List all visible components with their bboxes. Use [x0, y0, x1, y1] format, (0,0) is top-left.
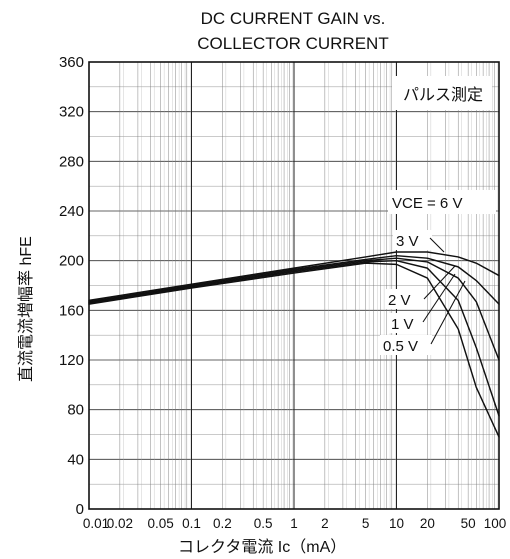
series-label-background: [388, 313, 427, 333]
series-label-background: [380, 335, 432, 355]
y-tick-label: 160: [59, 302, 84, 319]
x-tick-label: 0.2: [213, 516, 232, 531]
grid: [88, 61, 500, 510]
x-tick-label: 100: [484, 516, 507, 531]
series-label-leader-line: [422, 273, 456, 323]
x-tick-label: 0.02: [107, 516, 133, 531]
x-tick-label: 20: [420, 516, 435, 531]
x-tick-label: 0.5: [254, 516, 273, 531]
x-tick-label: 50: [461, 516, 476, 531]
series-line-3-V: [88, 254, 500, 305]
pulse-measurement-label: パルス測定: [403, 86, 483, 104]
series-label-0.5-V: 0.5 V: [383, 338, 418, 355]
x-tick-label: 5: [362, 516, 370, 531]
y-tick-label: 280: [59, 153, 84, 170]
x-ticks: 0.010.02 0.05 0.1 0.2 0.5 1 2 5 10 20 50 100: [83, 516, 506, 531]
series-label-leader-line: [430, 280, 466, 345]
series-label-3-V: 3 V: [396, 233, 419, 250]
series-label-2-V: 2 V: [388, 292, 411, 309]
x-tick-label: 0.1: [182, 516, 201, 531]
series-label-leader-line: [423, 265, 456, 300]
series-lines: [88, 251, 500, 438]
y-tick-label: 80: [67, 402, 84, 419]
y-tick-label: 40: [67, 451, 84, 468]
series-label-background: [385, 289, 424, 309]
y-tick-label: 0: [76, 501, 84, 518]
series-label-background: [393, 230, 432, 250]
legend-prefix-label: VCE = 6 V: [392, 195, 462, 212]
y-tick-label: 240: [59, 203, 84, 220]
x-tick-label: 10: [389, 516, 404, 531]
x-tick-label: 2: [321, 516, 329, 531]
y-tick-label: 360: [59, 54, 84, 71]
chart-title-line-2: COLLECTOR CURRENT: [197, 34, 388, 53]
y-ticks: 0 40 80 120 160 200 240 280 320 360: [59, 54, 84, 518]
y-axis-label: 直流電流増幅率 hFE: [17, 236, 35, 382]
series-line-6-V: [88, 251, 500, 302]
x-tick-label: 1: [290, 516, 298, 531]
series-line-1-V: [88, 259, 500, 417]
series-label-1-V: 1 V: [391, 316, 414, 333]
y-tick-label: 120: [59, 352, 84, 369]
plot-frame: [88, 61, 500, 510]
x-axis-label: コレクタ電流 Ic（mA）: [178, 538, 346, 556]
series-label-leader-line: [429, 237, 445, 253]
y-tick-label: 320: [59, 104, 84, 121]
series-line-0.5-V: [88, 262, 500, 438]
x-tick-label: 0.01: [83, 516, 109, 531]
annotation-box: [392, 76, 492, 110]
y-tick-label: 200: [59, 253, 84, 270]
chart-title-line-1: DC CURRENT GAIN vs.: [201, 9, 386, 28]
legend-prefix-background: [388, 190, 496, 214]
series-labels: 3 V 2 V 1 V 0.5 V: [380, 230, 466, 355]
x-tick-label: 0.05: [148, 516, 174, 531]
